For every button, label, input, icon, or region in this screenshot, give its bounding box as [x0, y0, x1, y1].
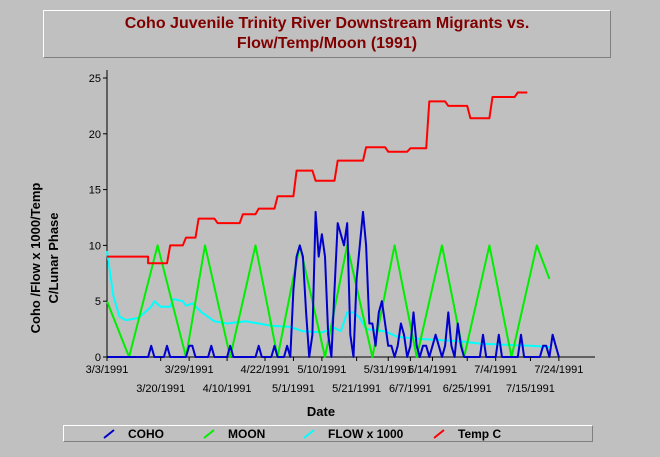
x-tick-label: 3/20/1991 — [136, 383, 185, 395]
chart-title-line-1: Coho Juvenile Trinity River Downstream M… — [124, 15, 530, 32]
legend-label: MOON — [228, 427, 265, 441]
legend-label: FLOW x 1000 — [328, 427, 404, 441]
y-axis-label-line-2: C/Lunar Phase — [46, 212, 61, 303]
x-tick-label: 6/14/1991 — [408, 364, 457, 376]
legend-swatch — [433, 429, 445, 439]
x-tick-label: 7/15/1991 — [506, 383, 555, 395]
plot-area — [107, 67, 595, 357]
x-tick-label: 4/10/1991 — [203, 383, 252, 395]
x-tick-label: 5/10/1991 — [297, 364, 346, 376]
x-tick-label: 5/21/1991 — [332, 383, 381, 395]
tick-labels: 0 5 10 15 20 25 3/3/1991 3/29/1991 4/22/1991 5/10… — [86, 73, 584, 395]
legend-swatch — [203, 429, 215, 439]
y-axis-label-line-1: Coho /Flow x 1000/Temp — [28, 183, 43, 334]
series-layer — [106, 91, 560, 358]
x-tick-label: 7/4/1991 — [474, 364, 517, 376]
x-tick-label: 6/7/1991 — [389, 383, 432, 395]
legend-label: Temp C — [458, 427, 501, 441]
y-tick-label: 15 — [89, 185, 101, 197]
legend: COHO MOON FLOW x 1000 Temp C — [63, 425, 593, 442]
chart-title-line-2: Flow/Temp/Moon (1991) — [236, 35, 418, 52]
x-tick-label: 6/25/1991 — [443, 383, 492, 395]
y-tick-label: 0 — [95, 352, 101, 364]
chart-title-box: Coho Juvenile Trinity River Downstream M… — [43, 10, 611, 58]
y-tick-label: 10 — [89, 240, 101, 252]
x-tick-label: 3/29/1991 — [165, 364, 214, 376]
x-tick-label: 4/22/1991 — [241, 364, 290, 376]
legend-swatch — [103, 429, 115, 439]
x-tick-label: 3/3/1991 — [86, 364, 129, 376]
x-tick-label: 5/31/1991 — [364, 364, 413, 376]
x-axis-label: Date — [307, 404, 335, 419]
x-tick-label: 5/1/1991 — [272, 383, 315, 395]
legend-swatch — [303, 429, 315, 439]
y-tick-label: 5 — [95, 296, 101, 308]
series-line-moon — [106, 244, 551, 358]
y-tick-label: 20 — [89, 129, 101, 141]
series-line-coho — [107, 210, 560, 358]
series-line-temp-c — [107, 91, 528, 265]
legend-label: COHO — [128, 427, 164, 441]
x-tick-label: 7/24/1991 — [534, 364, 583, 376]
y-tick-label: 25 — [89, 73, 101, 85]
